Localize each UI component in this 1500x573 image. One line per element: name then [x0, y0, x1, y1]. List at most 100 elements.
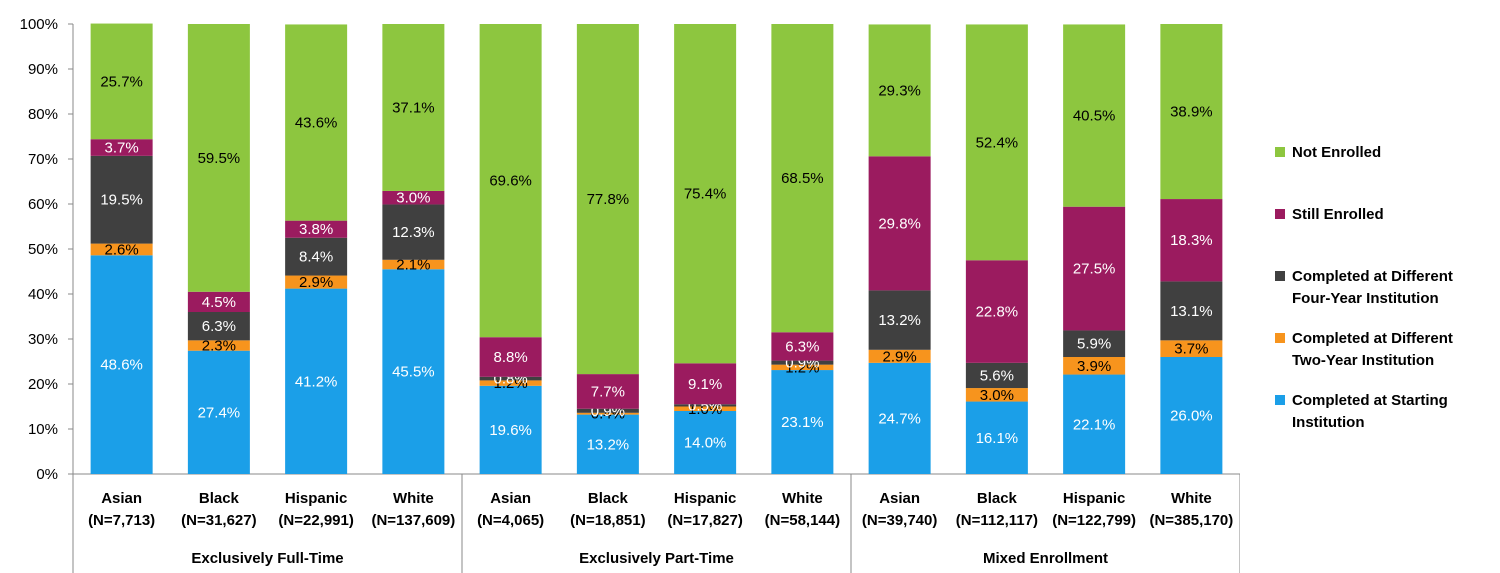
category-label: White	[393, 490, 434, 507]
bar-segment	[382, 269, 445, 474]
bar-segment	[674, 411, 737, 474]
category-label-n: (N=18,851)	[570, 512, 645, 529]
data-label: 27.5%	[1073, 261, 1116, 278]
bar-segment	[1063, 374, 1126, 474]
bar-segment	[479, 380, 542, 386]
data-label: 13.2%	[878, 312, 921, 329]
legend-swatch	[1275, 147, 1285, 157]
category-label-n: (N=22,991)	[278, 512, 353, 529]
y-tick-label: 30%	[28, 331, 58, 348]
bar-segment	[1063, 330, 1126, 357]
category-label: Black	[199, 490, 240, 507]
data-label: 29.8%	[878, 215, 921, 232]
data-label: 5.9%	[1077, 336, 1111, 353]
y-tick-label: 70%	[28, 151, 58, 168]
data-label: 40.5%	[1073, 108, 1116, 125]
data-label: 3.0%	[396, 190, 430, 207]
bar-segment	[1160, 357, 1223, 474]
data-label: 38.9%	[1170, 104, 1213, 121]
data-label: 29.3%	[878, 82, 921, 99]
data-label: 48.6%	[100, 357, 143, 374]
data-label: 2.9%	[883, 348, 917, 365]
data-label: 22.8%	[976, 304, 1019, 321]
category-label: Hispanic	[674, 490, 737, 507]
category-label: Black	[977, 490, 1018, 507]
bar-segment	[576, 24, 639, 375]
data-label: 6.3%	[202, 318, 236, 335]
data-label: 2.9%	[299, 274, 333, 291]
category-label: White	[1171, 490, 1212, 507]
bar-segment	[187, 350, 250, 474]
bar-segment	[576, 408, 639, 413]
group-label: Exclusively Part-Time	[579, 550, 734, 567]
data-label: 75.4%	[684, 186, 727, 203]
bar-segment	[771, 370, 834, 474]
legend-item: Not Enrolled	[1275, 142, 1492, 164]
legend-item: Completed at Different Two-Year Instituti…	[1275, 328, 1492, 372]
data-label: 3.0%	[980, 387, 1014, 404]
legend-label: Still Enrolled	[1292, 206, 1384, 223]
data-label: 3.7%	[1174, 341, 1208, 358]
data-label: 2.6%	[105, 241, 139, 258]
bar-segment	[187, 312, 250, 341]
data-label: 25.7%	[100, 73, 143, 90]
bar-segment	[1160, 199, 1223, 282]
data-label: 3.9%	[1077, 358, 1111, 375]
category-label-n: (N=122,799)	[1052, 512, 1136, 529]
data-label: 59.5%	[198, 150, 241, 167]
data-label: 24.7%	[878, 410, 921, 427]
data-label: 12.3%	[392, 224, 435, 241]
bar-segment	[965, 401, 1028, 474]
bar-segment	[1063, 357, 1126, 375]
data-label: 23.1%	[781, 414, 824, 431]
category-label: Hispanic	[285, 490, 348, 507]
bar-segment	[479, 385, 542, 474]
data-label: 22.1%	[1073, 416, 1116, 433]
data-label: 2.1%	[396, 257, 430, 274]
category-label-n: (N=17,827)	[667, 512, 742, 529]
category-label-n: (N=7,713)	[88, 512, 155, 529]
data-label: 52.4%	[976, 134, 1019, 151]
bar-segment	[1160, 281, 1223, 341]
legend-swatch	[1275, 209, 1285, 219]
legend-item: Still Enrolled	[1275, 204, 1492, 226]
bar-segment	[576, 414, 639, 474]
legend-label: Completed at Starting Institution	[1292, 392, 1448, 431]
bar-segment	[187, 291, 250, 312]
bar-segment	[382, 204, 445, 260]
bar-segment	[382, 190, 445, 205]
data-label: 3.7%	[105, 140, 139, 157]
data-label: 43.6%	[295, 115, 338, 132]
category-label: Black	[588, 490, 629, 507]
category-label-n: (N=112,117)	[956, 512, 1038, 529]
category-label: Asian	[879, 490, 920, 507]
bar-segment	[576, 412, 639, 415]
legend-swatch	[1275, 271, 1285, 281]
y-tick-label: 20%	[28, 376, 58, 393]
bar-segment	[90, 139, 153, 156]
category-label-n: (N=385,170)	[1149, 512, 1233, 529]
y-tick-label: 40%	[28, 286, 58, 303]
category-label-n: (N=31,627)	[181, 512, 256, 529]
bar-segment	[965, 24, 1028, 261]
data-label: 14.0%	[684, 435, 727, 452]
legend-label: Not Enrolled	[1292, 144, 1382, 161]
data-label: 13.1%	[1170, 303, 1213, 320]
bar-segment	[382, 24, 445, 191]
legend-label: Completed at Different Two-Year Instituti…	[1292, 330, 1453, 369]
bar-segment	[771, 332, 834, 361]
y-tick-label: 0%	[36, 466, 58, 483]
bar-segment	[965, 388, 1028, 402]
bar-segment	[868, 349, 931, 363]
bar-segment	[674, 363, 737, 405]
bar-segment	[1160, 340, 1223, 357]
bar-segment	[771, 364, 834, 371]
bar-segment	[382, 259, 445, 270]
bar-segment	[285, 237, 348, 276]
bar-segment	[285, 288, 348, 474]
data-label: 5.6%	[980, 367, 1014, 384]
bar-segment	[868, 156, 931, 291]
legend-swatch	[1275, 333, 1285, 343]
y-tick-label: 80%	[28, 106, 58, 123]
bar-segment	[1063, 206, 1126, 331]
